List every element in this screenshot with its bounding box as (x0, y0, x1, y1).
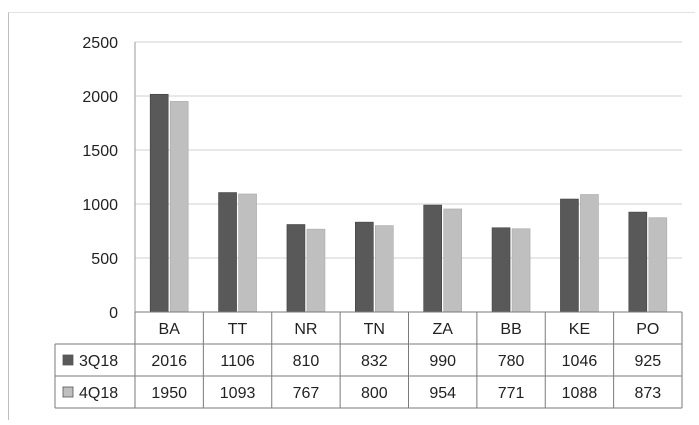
bar-3Q18-BA (149, 93, 169, 313)
legend-label-3Q18: 3Q18 (79, 353, 118, 370)
x-tick-label-BA: BA (159, 321, 181, 338)
y-axis: 0 500 1000 1500 2000 2500 (82, 35, 136, 322)
x-tick-label-NR: NR (294, 321, 317, 338)
y-tick-label-1500: 1500 (82, 143, 118, 160)
data-label-3Q18-ZA: 990 (429, 353, 456, 370)
bar-3Q18-TN (355, 221, 374, 313)
y-tick-label-2000: 2000 (82, 89, 118, 106)
data-label-4Q18-BA: 1950 (151, 385, 187, 402)
bar-3Q18-BB (491, 227, 511, 313)
data-label-3Q18-BA: 2016 (151, 353, 187, 370)
legend-swatch-3Q18 (62, 354, 74, 366)
chart-frame (8, 12, 695, 420)
bar-4Q18-BB (511, 228, 531, 313)
bars (149, 93, 668, 313)
legend-swatch-4Q18 (62, 386, 74, 398)
data-label-4Q18-TT: 1093 (220, 385, 256, 402)
data-label-3Q18-BB: 780 (498, 353, 525, 370)
data-label-4Q18-BB: 771 (498, 385, 525, 402)
y-tick-label-500: 500 (91, 251, 118, 268)
gridlines (135, 41, 682, 259)
bar-3Q18-PO (628, 211, 648, 313)
y-tick-label-2500: 2500 (82, 35, 118, 52)
data-label-4Q18-ZA: 954 (429, 385, 456, 402)
bar-4Q18-PO (648, 217, 668, 313)
bar-3Q18-KE (560, 198, 579, 313)
data-label-3Q18-KE: 1046 (562, 353, 598, 370)
bar-3Q18-NR (286, 224, 306, 313)
data-label-3Q18-TT: 1106 (220, 353, 255, 370)
bar-3Q18-ZA (423, 204, 442, 313)
bar-4Q18-BA (169, 101, 189, 313)
bar-3Q18-TT (218, 192, 237, 313)
bar-4Q18-ZA (443, 208, 462, 313)
data-table: BA TT NR TN ZA BB KE PO 3Q18 2016 1106 810 832 990 780… (54, 311, 683, 409)
y-tick-label-0: 0 (109, 305, 118, 322)
bar-4Q18-NR (306, 228, 326, 313)
data-label-4Q18-NR: 767 (293, 385, 320, 402)
data-label-3Q18-NR: 810 (293, 353, 320, 370)
data-label-4Q18-PO: 873 (634, 385, 661, 402)
x-tick-label-BB: BB (500, 321, 521, 338)
legend-label-4Q18: 4Q18 (79, 385, 118, 402)
data-label-4Q18-KE: 1088 (562, 385, 598, 402)
data-label-3Q18-PO: 925 (634, 353, 661, 370)
x-tick-label-KE: KE (569, 321, 590, 338)
x-tick-label-PO: PO (636, 321, 659, 338)
x-tick-label-TT: TT (228, 321, 248, 338)
bar-4Q18-KE (580, 194, 599, 313)
data-label-4Q18-TN: 800 (361, 385, 388, 402)
bar-4Q18-TT (238, 193, 257, 313)
data-label-3Q18-TN: 832 (361, 353, 388, 370)
x-tick-label-ZA: ZA (432, 321, 453, 338)
x-tick-label-TN: TN (364, 321, 385, 338)
bar-4Q18-TN (375, 225, 394, 313)
y-tick-label-1000: 1000 (82, 197, 118, 214)
